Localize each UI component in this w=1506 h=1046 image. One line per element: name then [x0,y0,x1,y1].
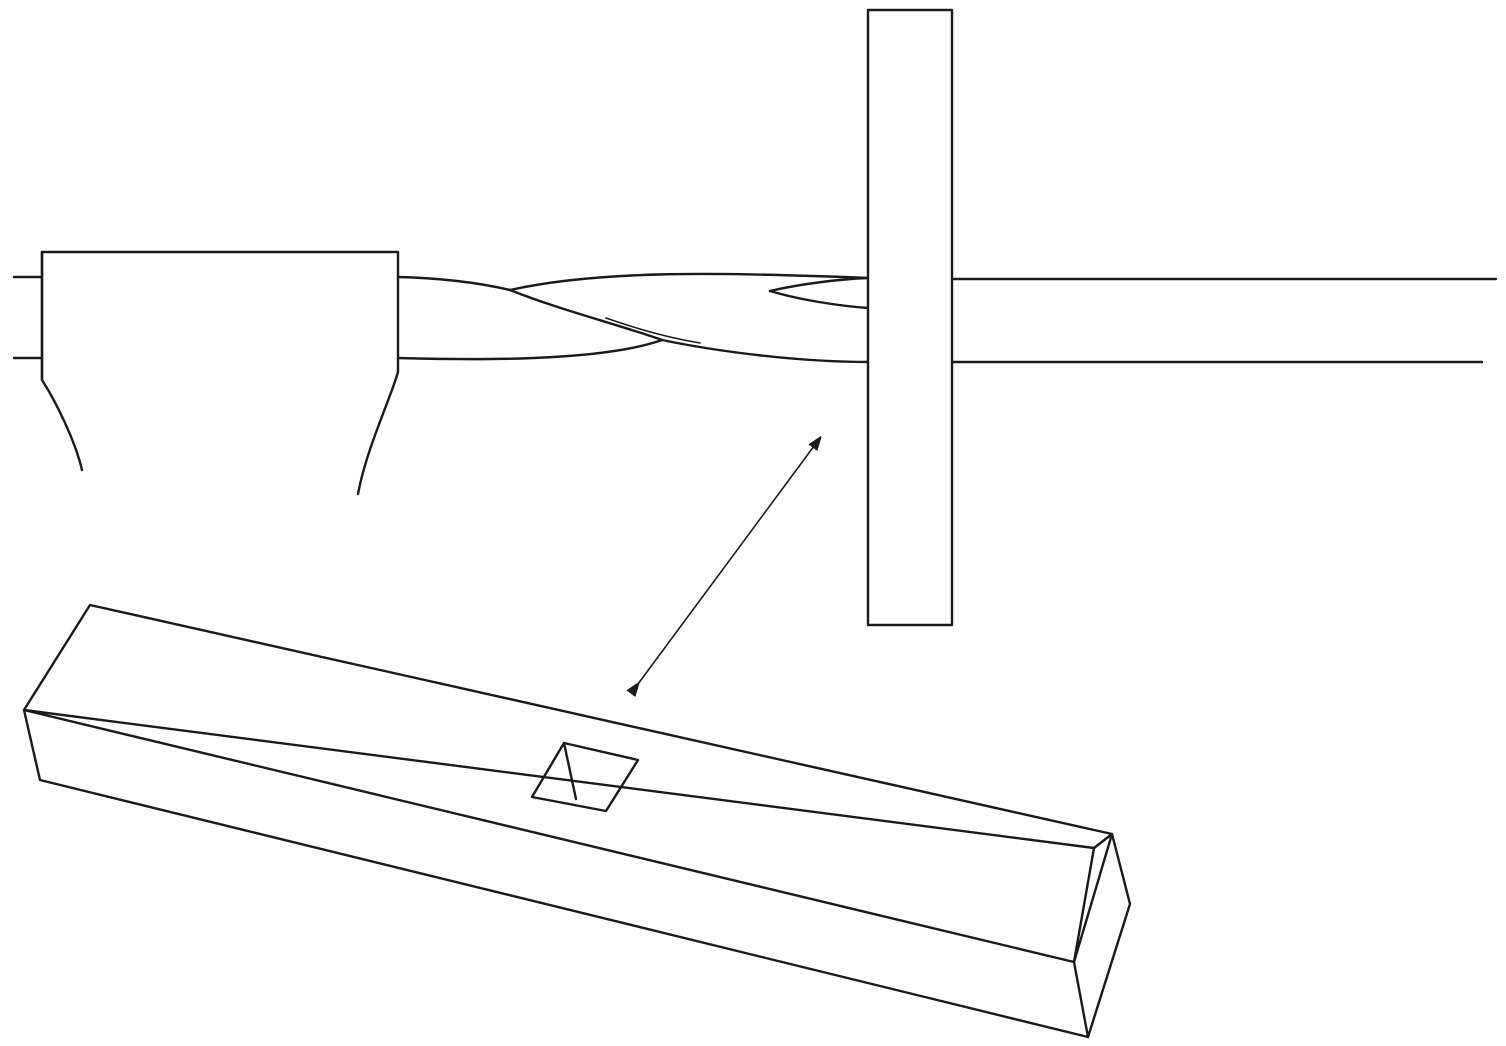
chuck-icon [12,250,400,496]
arrow-icon [638,438,820,684]
spindle-icon [950,277,1498,364]
bar-icon [22,603,1132,1039]
wheel-icon [866,8,954,627]
drill-bit-icon [396,272,870,364]
